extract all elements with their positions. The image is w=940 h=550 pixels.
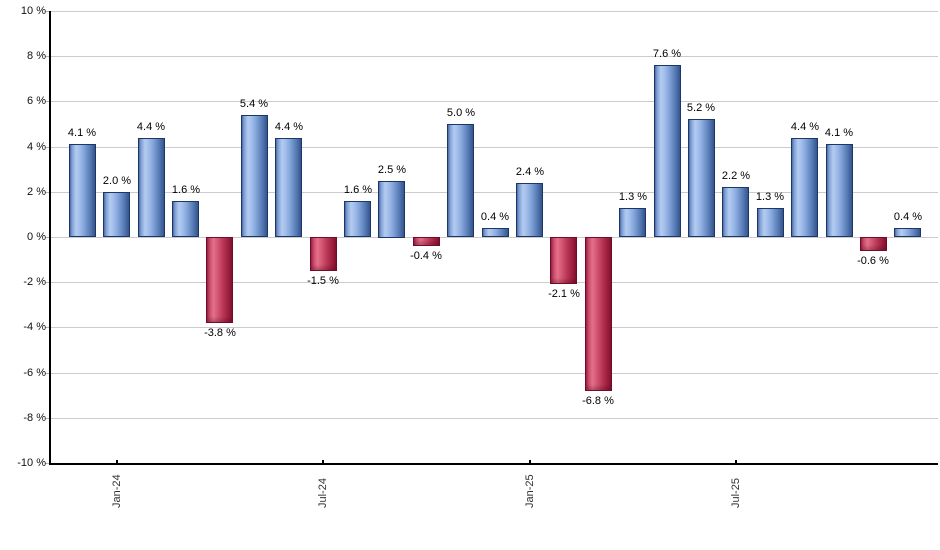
bar-Sep-25 xyxy=(791,138,818,237)
bar-value-label: 4.4 % xyxy=(790,121,820,133)
bar-value-label: 0.4 % xyxy=(480,211,510,223)
y-axis-tick xyxy=(45,237,49,238)
bar-Feb-24 xyxy=(138,138,165,237)
bar-value-label: 2.2 % xyxy=(721,170,751,182)
y-axis-tick xyxy=(45,327,49,328)
bar-value-label: 5.4 % xyxy=(239,98,269,110)
bar-value-label: 4.1 % xyxy=(824,127,854,139)
bar-Sep-24 xyxy=(378,181,405,238)
y-axis-tick-label: 2 % xyxy=(27,186,46,198)
gridline xyxy=(50,282,938,283)
bar-value-label: 1.6 % xyxy=(171,184,201,196)
bar-value-label: -3.8 % xyxy=(204,327,236,339)
y-axis-tick-label: -10 % xyxy=(17,457,46,469)
x-axis-tick xyxy=(322,460,324,465)
bar-value-label: -1.5 % xyxy=(307,275,339,287)
bar-value-label: 2.0 % xyxy=(102,175,132,187)
gridline xyxy=(50,327,938,328)
y-axis-tick xyxy=(45,101,49,102)
gridline xyxy=(50,237,938,238)
y-axis-tick xyxy=(45,147,49,148)
y-axis-tick xyxy=(45,192,49,193)
x-axis-tick xyxy=(735,460,737,465)
bar-Nov-25 xyxy=(860,237,887,251)
y-axis-tick-label: -8 % xyxy=(23,412,46,424)
gridline xyxy=(50,192,938,193)
bar-value-label: 1.6 % xyxy=(343,184,373,196)
bar-May-25 xyxy=(654,65,681,237)
gridline xyxy=(50,147,938,148)
bar-value-label: 7.6 % xyxy=(652,48,682,60)
bar-value-label: -6.8 % xyxy=(582,395,614,407)
y-axis-tick-label: 0 % xyxy=(27,231,46,243)
bar-value-label: 1.3 % xyxy=(618,191,648,203)
bar-Oct-25 xyxy=(826,144,853,237)
bar-Apr-25 xyxy=(619,208,646,237)
x-axis-tick-label: Jul-24 xyxy=(317,478,329,508)
bar-Mar-25 xyxy=(585,237,612,391)
bar-Dec-25 xyxy=(894,228,921,237)
bar-value-label: 1.3 % xyxy=(755,191,785,203)
bar-Aug-24 xyxy=(344,201,371,237)
y-axis-tick-label: 8 % xyxy=(27,50,46,62)
bar-Jan-25 xyxy=(516,183,543,237)
y-axis-tick-label: 10 % xyxy=(20,5,46,17)
bar-Dec-24 xyxy=(482,228,509,237)
bar-value-label: 5.0 % xyxy=(446,107,476,119)
y-axis-tick xyxy=(45,463,49,464)
gridline xyxy=(50,418,938,419)
y-axis-tick xyxy=(45,56,49,57)
y-axis-tick xyxy=(45,11,49,12)
y-axis-tick-label: -4 % xyxy=(23,321,46,333)
bar-Apr-24 xyxy=(206,237,233,323)
bar-value-label: -0.4 % xyxy=(410,250,442,262)
bar-Aug-25 xyxy=(757,208,784,237)
gridline xyxy=(50,11,938,12)
bar-value-label: 4.4 % xyxy=(274,121,304,133)
y-axis-tick-label: -6 % xyxy=(23,367,46,379)
bar-value-label: 4.4 % xyxy=(136,121,166,133)
x-axis-line xyxy=(49,463,938,465)
y-axis-tick xyxy=(45,282,49,283)
bar-May-24 xyxy=(241,115,268,237)
bar-value-label: 0.4 % xyxy=(893,211,923,223)
y-axis-tick xyxy=(45,418,49,419)
x-axis-tick-label: Jan-25 xyxy=(524,474,536,508)
bar-Oct-24 xyxy=(413,237,440,246)
bar-Jul-24 xyxy=(310,237,337,271)
bar-value-label: -0.6 % xyxy=(857,255,889,267)
bar-value-label: 2.5 % xyxy=(377,164,407,176)
gridline xyxy=(50,101,938,102)
bar-value-label: 4.1 % xyxy=(67,127,97,139)
y-axis-tick-label: -2 % xyxy=(23,276,46,288)
x-axis-tick-label: Jan-24 xyxy=(111,474,123,508)
y-axis-line xyxy=(49,11,51,465)
x-axis-tick xyxy=(116,460,118,465)
x-axis-tick xyxy=(529,460,531,465)
bar-Jun-25 xyxy=(688,119,715,237)
bar-Nov-24 xyxy=(447,124,474,237)
bar-Jun-24 xyxy=(275,138,302,237)
bar-Jul-25 xyxy=(722,187,749,237)
gridline xyxy=(50,56,938,57)
x-axis-tick-label: Jul-25 xyxy=(730,478,742,508)
bar-value-label: 2.4 % xyxy=(515,166,545,178)
bar-Mar-24 xyxy=(172,201,199,237)
gridline xyxy=(50,373,938,374)
y-axis-tick xyxy=(45,373,49,374)
y-axis-tick-label: 6 % xyxy=(27,95,46,107)
bar-Jan-24 xyxy=(103,192,130,237)
bar-value-label: 5.2 % xyxy=(686,102,716,114)
bar-value-label: -2.1 % xyxy=(548,288,580,300)
bar-Dec-23 xyxy=(69,144,96,237)
bar-Feb-25 xyxy=(550,237,577,284)
y-axis-tick-label: 4 % xyxy=(27,141,46,153)
